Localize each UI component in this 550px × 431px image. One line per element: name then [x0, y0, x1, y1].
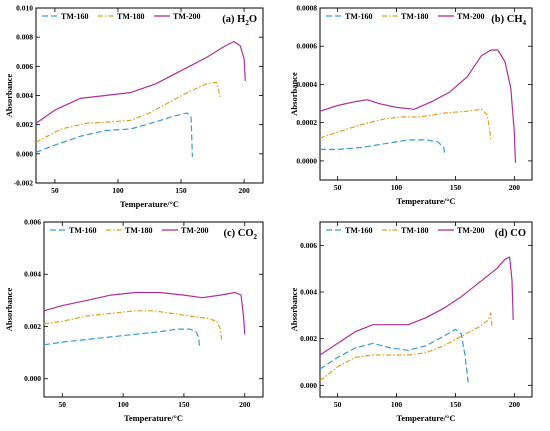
legend-label: TM-160 — [345, 12, 373, 21]
panel-title: (b) CH4 — [491, 14, 526, 27]
y-tick-label: 0.004 — [16, 91, 33, 100]
series-line-tm-180 — [319, 312, 493, 382]
series-line-tm-180 — [35, 81, 221, 143]
legend-label: TM-200 — [181, 226, 209, 235]
y-tick-label: 0.0000 — [296, 156, 317, 165]
legend-label: TM-180 — [401, 226, 429, 235]
y-tick-label: 0.010 — [16, 4, 33, 13]
x-tick-label: 150 — [178, 400, 190, 409]
series-line-tm-180 — [43, 310, 223, 340]
y-tick-label: 0.002 — [300, 334, 317, 343]
panel-title-main: (c) CO — [223, 228, 253, 239]
legend-label: TM-200 — [457, 226, 485, 235]
x-tick-label: 50 — [59, 400, 67, 409]
panel-title: (a) H2O — [222, 14, 257, 27]
x-tick-label: 100 — [391, 400, 403, 409]
y-axis-label: Absorbance — [4, 288, 14, 332]
y-tick-label: 0.002 — [24, 322, 41, 331]
chart-panel: 50 100 150 200 0.000 0.002 0.004 0.006 Temperatu… — [289, 221, 533, 423]
legend-label: TM-160 — [69, 226, 97, 235]
series-line-tm-180 — [319, 108, 492, 140]
y-tick-label: 0.002 — [16, 120, 33, 129]
series-line-tm-160 — [320, 139, 446, 156]
series-line-tm-200 — [35, 40, 246, 124]
y-tick-label: 0.000 — [24, 374, 41, 383]
x-tick-label: 150 — [450, 183, 462, 192]
x-axis-label: Temperature/°C — [120, 199, 179, 209]
plot-frame — [43, 221, 264, 398]
y-tick-label: 0.004 — [300, 288, 317, 297]
y-tick-label: 0.004 — [24, 270, 41, 279]
panel-title-main: (a) H — [222, 14, 245, 25]
y-tick-label: 0.006 — [16, 62, 33, 71]
panel-title-subscript: 2 — [254, 233, 258, 241]
y-axis-label: Absorbance — [289, 288, 299, 332]
y-tick-label: 0.006 — [300, 241, 317, 250]
y-tick-label: 0.006 — [24, 218, 41, 227]
x-tick-label: 150 — [450, 400, 462, 409]
series-line-tm-200 — [319, 49, 517, 163]
chart-panel: 50 100 150 200 0.000 0.002 0.004 0.006 Temperatu… — [4, 218, 264, 423]
chart-panel: 50 100 150 200 -0.002 0.000 0.002 0.004 0.006 0.0… — [4, 4, 264, 209]
series-line-tm-160 — [319, 328, 469, 386]
y-axis-label: Absorbance — [4, 74, 14, 118]
panel-title-main: (b) CH — [491, 14, 522, 25]
x-tick-label: 50 — [51, 186, 59, 195]
panel-title-tail: O — [249, 14, 257, 25]
x-tick-label: 100 — [112, 186, 124, 195]
y-tick-label: 0.000 — [300, 381, 317, 390]
panel-title-main: (d) CO — [495, 228, 526, 239]
x-tick-label: 150 — [175, 186, 187, 195]
y-tick-label: 0.0006 — [296, 42, 317, 51]
series-line-tm-160 — [35, 112, 193, 157]
legend-label: TM-200 — [173, 12, 201, 21]
x-tick-label: 50 — [334, 400, 342, 409]
x-tick-label: 200 — [509, 400, 521, 409]
legend-label: TM-200 — [457, 12, 485, 21]
legend-label: TM-180 — [117, 12, 145, 21]
x-axis-label: Temperature/°C — [396, 196, 455, 206]
x-tick-label: 200 — [238, 186, 250, 195]
plot-frame — [319, 221, 533, 398]
y-tick-label: 0.0008 — [296, 4, 317, 13]
legend-label: TM-180 — [401, 12, 429, 21]
panel-title: (d) CO — [495, 228, 526, 239]
x-tick-label: 100 — [391, 183, 403, 192]
panel-title-subscript: 4 — [523, 19, 527, 27]
plot-frame — [319, 7, 533, 181]
panel-title-subscript: 2 — [245, 19, 249, 27]
y-tick-label: 0.0004 — [296, 80, 317, 89]
y-tick-label: -0.002 — [14, 179, 34, 188]
y-tick-label: 0.008 — [16, 33, 33, 42]
legend-label: TM-160 — [345, 226, 373, 235]
legend-label: TM-180 — [125, 226, 153, 235]
y-axis-label: Absorbance — [289, 72, 299, 116]
legend-label: TM-160 — [61, 12, 89, 21]
x-axis-label: Temperature/°C — [124, 413, 183, 423]
y-tick-label: 0.0002 — [296, 118, 317, 127]
series-line-tm-200 — [319, 256, 514, 356]
x-tick-label: 100 — [117, 400, 129, 409]
panel-title: (c) CO2 — [223, 228, 257, 241]
chart-panel: 50 100 150 200 0.0000 0.0002 0.0004 0.0006 0.000… — [289, 4, 533, 206]
x-axis-label: Temperature/°C — [396, 413, 455, 423]
plot-frame — [35, 7, 264, 184]
y-tick-label: 0.000 — [16, 149, 33, 158]
x-tick-label: 50 — [334, 183, 342, 192]
series-line-tm-160 — [43, 328, 201, 348]
x-tick-label: 200 — [239, 400, 251, 409]
x-tick-label: 200 — [509, 183, 521, 192]
series-line-tm-200 — [43, 291, 246, 335]
